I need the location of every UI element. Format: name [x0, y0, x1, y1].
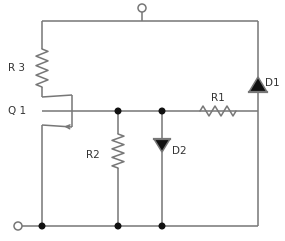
Circle shape: [39, 223, 45, 229]
Circle shape: [115, 223, 121, 229]
Polygon shape: [249, 77, 267, 92]
Text: R 3: R 3: [8, 63, 25, 73]
Text: D2: D2: [172, 146, 187, 156]
Text: R2: R2: [86, 150, 100, 160]
Text: R1: R1: [211, 93, 225, 103]
Circle shape: [159, 108, 165, 114]
Text: Q 1: Q 1: [8, 106, 26, 116]
Circle shape: [159, 223, 165, 229]
Text: D1: D1: [265, 78, 280, 88]
Circle shape: [115, 108, 121, 114]
Polygon shape: [154, 139, 170, 152]
